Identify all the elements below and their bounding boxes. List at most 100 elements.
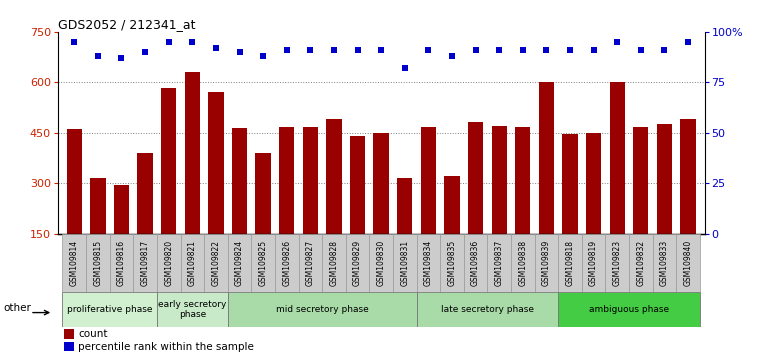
FancyBboxPatch shape — [109, 234, 133, 292]
Text: mid secretory phase: mid secretory phase — [276, 305, 369, 314]
FancyBboxPatch shape — [86, 234, 109, 292]
Text: count: count — [79, 329, 108, 339]
Text: GSM109840: GSM109840 — [684, 240, 692, 286]
Text: GSM109831: GSM109831 — [400, 240, 410, 286]
FancyBboxPatch shape — [62, 234, 86, 292]
Point — [541, 47, 553, 53]
FancyBboxPatch shape — [464, 234, 487, 292]
FancyBboxPatch shape — [393, 234, 417, 292]
Point — [116, 55, 128, 61]
Bar — [185, 72, 200, 284]
Point — [186, 39, 199, 45]
Bar — [326, 119, 342, 284]
Text: GSM109833: GSM109833 — [660, 240, 669, 286]
Point — [139, 49, 151, 55]
Bar — [350, 136, 365, 284]
Point — [68, 39, 80, 45]
FancyBboxPatch shape — [582, 234, 605, 292]
Bar — [562, 134, 578, 284]
FancyBboxPatch shape — [417, 234, 440, 292]
Text: GSM109821: GSM109821 — [188, 240, 197, 286]
Bar — [515, 127, 531, 284]
Text: proliferative phase: proliferative phase — [67, 305, 152, 314]
Text: percentile rank within the sample: percentile rank within the sample — [79, 342, 254, 352]
Point — [588, 47, 600, 53]
Point — [682, 39, 695, 45]
FancyBboxPatch shape — [228, 234, 251, 292]
FancyBboxPatch shape — [299, 234, 322, 292]
Bar — [64, 342, 74, 351]
FancyBboxPatch shape — [322, 234, 346, 292]
Bar — [468, 122, 484, 284]
Point — [162, 39, 175, 45]
Bar — [279, 127, 294, 284]
FancyBboxPatch shape — [251, 234, 275, 292]
FancyBboxPatch shape — [346, 234, 370, 292]
Text: late secretory phase: late secretory phase — [441, 305, 534, 314]
Point — [493, 47, 505, 53]
Point — [92, 53, 104, 59]
FancyBboxPatch shape — [534, 234, 558, 292]
FancyBboxPatch shape — [370, 234, 393, 292]
Point — [257, 53, 270, 59]
Text: early secretory
phase: early secretory phase — [158, 300, 226, 319]
Point — [209, 45, 222, 51]
Text: GSM109818: GSM109818 — [565, 240, 574, 286]
Point — [233, 49, 246, 55]
Text: GSM109828: GSM109828 — [330, 240, 339, 286]
FancyBboxPatch shape — [676, 234, 700, 292]
FancyBboxPatch shape — [487, 234, 511, 292]
Bar — [137, 153, 152, 284]
Bar — [64, 329, 74, 338]
Point — [422, 47, 434, 53]
Text: GSM109816: GSM109816 — [117, 240, 126, 286]
Text: GSM109830: GSM109830 — [377, 240, 386, 286]
Text: GDS2052 / 212341_at: GDS2052 / 212341_at — [58, 18, 196, 31]
FancyBboxPatch shape — [629, 234, 653, 292]
Text: GSM109826: GSM109826 — [283, 240, 291, 286]
Bar — [397, 178, 413, 284]
Text: GSM109825: GSM109825 — [259, 240, 268, 286]
Text: GSM109838: GSM109838 — [518, 240, 527, 286]
Text: ambiguous phase: ambiguous phase — [589, 305, 669, 314]
Text: GSM109836: GSM109836 — [471, 240, 480, 286]
Bar — [420, 127, 436, 284]
Bar — [90, 178, 105, 284]
Point — [280, 47, 293, 53]
FancyBboxPatch shape — [558, 292, 700, 327]
Text: GSM109815: GSM109815 — [93, 240, 102, 286]
Text: GSM109839: GSM109839 — [542, 240, 551, 286]
FancyBboxPatch shape — [62, 292, 157, 327]
FancyBboxPatch shape — [440, 234, 464, 292]
Point — [634, 47, 647, 53]
Text: GSM109834: GSM109834 — [424, 240, 433, 286]
Bar — [586, 133, 601, 284]
Text: GSM109829: GSM109829 — [353, 240, 362, 286]
FancyBboxPatch shape — [417, 292, 558, 327]
FancyBboxPatch shape — [653, 234, 676, 292]
Bar — [610, 82, 625, 284]
FancyBboxPatch shape — [133, 234, 157, 292]
Point — [351, 47, 363, 53]
Text: GSM109822: GSM109822 — [212, 240, 220, 286]
Bar — [657, 124, 672, 284]
Text: GSM109817: GSM109817 — [141, 240, 149, 286]
Point — [611, 39, 624, 45]
Bar — [633, 127, 648, 284]
Text: other: other — [3, 303, 31, 313]
FancyBboxPatch shape — [180, 234, 204, 292]
Point — [564, 47, 576, 53]
Bar — [444, 176, 460, 284]
Bar — [114, 185, 129, 284]
FancyBboxPatch shape — [558, 234, 582, 292]
Bar — [161, 88, 176, 284]
Text: GSM109820: GSM109820 — [164, 240, 173, 286]
FancyBboxPatch shape — [157, 234, 180, 292]
Bar — [232, 128, 247, 284]
Bar — [491, 126, 507, 284]
Point — [446, 53, 458, 59]
Bar — [373, 133, 389, 284]
FancyBboxPatch shape — [275, 234, 299, 292]
Bar — [208, 92, 223, 284]
Text: GSM109837: GSM109837 — [494, 240, 504, 286]
